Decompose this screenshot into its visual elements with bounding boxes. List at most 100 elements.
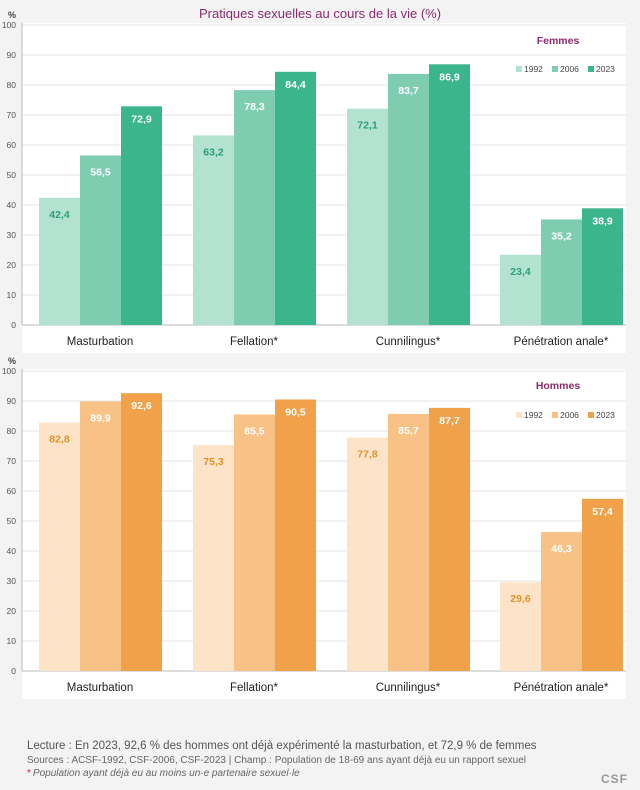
footnote-text: Population ayant déjà eu au moins un·e p…: [32, 768, 300, 779]
x-category-label: Masturbation: [67, 336, 133, 348]
y-tick-label: 60: [7, 486, 17, 496]
bar-hommes-2023-1: [275, 399, 316, 671]
page-title: Pratiques sexuelles au cours de la vie (…: [198, 6, 442, 21]
bar-hommes-1992-3: [500, 582, 541, 671]
y-tick-label: 30: [7, 576, 17, 586]
legend-label: 2023: [596, 64, 615, 74]
y-axis-unit: %: [8, 356, 16, 366]
bar-femmes-1992-3: [500, 254, 541, 325]
bar-hommes-2023-2: [429, 407, 470, 671]
legend-label: 1992: [524, 64, 543, 74]
y-tick-label: 80: [7, 426, 17, 436]
panel-title: Hommes: [536, 380, 581, 392]
data-label: 46,3: [551, 543, 572, 555]
legend-swatch: [588, 66, 594, 72]
data-label: 77,8: [357, 449, 378, 461]
bar-femmes-2023-3: [582, 208, 623, 325]
panel-title: Femmes: [537, 35, 580, 47]
bar-femmes-1992-0: [39, 197, 80, 325]
data-label: 29,6: [510, 593, 531, 605]
bar-femmes-2023-1: [275, 71, 316, 325]
bar-femmes-2006-3: [541, 219, 582, 325]
y-tick-label: 10: [7, 636, 17, 646]
y-tick-label: 10: [7, 290, 17, 300]
x-category-label: Fellation*: [230, 336, 278, 348]
y-tick-label: 30: [7, 230, 17, 240]
data-label: 42,4: [49, 209, 70, 221]
y-tick-label: 100: [2, 366, 16, 376]
data-label: 63,2: [203, 146, 224, 158]
data-label: 92,6: [131, 400, 152, 412]
data-label: 89,9: [90, 412, 111, 424]
bar-hommes-2006-3: [541, 532, 582, 671]
data-label: 86,9: [439, 71, 460, 83]
y-tick-label: 90: [7, 396, 17, 406]
data-label: 84,4: [285, 79, 306, 91]
lecture-caption: Lecture : En 2023, 92,6 % des hommes ont…: [27, 740, 537, 752]
legend-label: 2006: [560, 64, 579, 74]
data-label: 38,9: [592, 215, 613, 227]
y-tick-label: 100: [2, 20, 16, 30]
y-tick-label: 20: [7, 260, 17, 270]
data-label: 83,7: [398, 85, 419, 97]
y-tick-label: 80: [7, 80, 17, 90]
bar-femmes-2006-1: [234, 90, 275, 325]
y-tick-label: 60: [7, 140, 17, 150]
y-tick-label: 20: [7, 606, 17, 616]
legend-label: 2023: [596, 410, 615, 420]
data-label: 85,5: [244, 426, 265, 438]
bar-hommes-2006-0: [80, 401, 121, 671]
x-category-label: Pénétration anale*: [514, 682, 609, 694]
data-label: 35,2: [551, 230, 572, 242]
bar-femmes-1992-2: [347, 108, 388, 325]
footnote: * Population ayant déjà eu au moins un·e …: [27, 768, 300, 779]
data-label: 56,5: [90, 167, 111, 179]
bar-hommes-2023-0: [121, 393, 162, 671]
sources-caption: Sources : ACSF-1992, CSF-2006, CSF-2023 …: [27, 755, 526, 766]
y-tick-label: 40: [7, 546, 17, 556]
y-tick-label: 40: [7, 200, 17, 210]
y-tick-label: 50: [7, 170, 17, 180]
bar-femmes-2023-2: [429, 64, 470, 326]
legend-swatch: [552, 66, 558, 72]
bar-femmes-2023-0: [121, 106, 162, 325]
y-tick-label: 0: [11, 320, 16, 330]
bar-hommes-1992-0: [39, 422, 80, 671]
data-label: 72,1: [357, 120, 378, 132]
y-tick-label: 50: [7, 516, 17, 526]
bar-hommes-1992-2: [347, 437, 388, 671]
x-category-label: Cunnilingus*: [376, 682, 441, 694]
bar-hommes-1992-1: [193, 445, 234, 671]
x-category-label: Fellation*: [230, 682, 278, 694]
bar-femmes-2006-0: [80, 155, 121, 325]
legend-swatch: [516, 412, 522, 418]
data-label: 87,7: [439, 415, 460, 427]
x-category-label: Masturbation: [67, 682, 133, 694]
bar-femmes-2006-2: [388, 73, 429, 326]
data-label: 85,7: [398, 425, 419, 437]
footnote-star: *: [27, 768, 31, 779]
bar-hommes-2006-1: [234, 414, 275, 671]
legend-swatch: [516, 66, 522, 72]
data-label: 72,9: [131, 113, 152, 125]
brand-logo: CSF: [601, 772, 628, 786]
data-label: 57,4: [592, 506, 613, 518]
bar-femmes-1992-1: [193, 135, 234, 325]
legend-label: 1992: [524, 410, 543, 420]
legend-label: 2006: [560, 410, 579, 420]
y-tick-label: 90: [7, 50, 17, 60]
y-tick-label: 0: [11, 666, 16, 676]
y-tick-label: 70: [7, 110, 17, 120]
legend-swatch: [588, 412, 594, 418]
y-axis-unit: %: [8, 10, 16, 20]
data-label: 75,3: [203, 456, 224, 468]
x-category-label: Cunnilingus*: [376, 336, 441, 348]
x-category-label: Pénétration anale*: [514, 336, 609, 348]
data-label: 23,4: [510, 266, 531, 278]
y-tick-label: 70: [7, 456, 17, 466]
data-label: 82,8: [49, 434, 70, 446]
bar-hommes-2023-3: [582, 498, 623, 671]
bar-hommes-2006-2: [388, 413, 429, 671]
data-label: 78,3: [244, 101, 265, 113]
